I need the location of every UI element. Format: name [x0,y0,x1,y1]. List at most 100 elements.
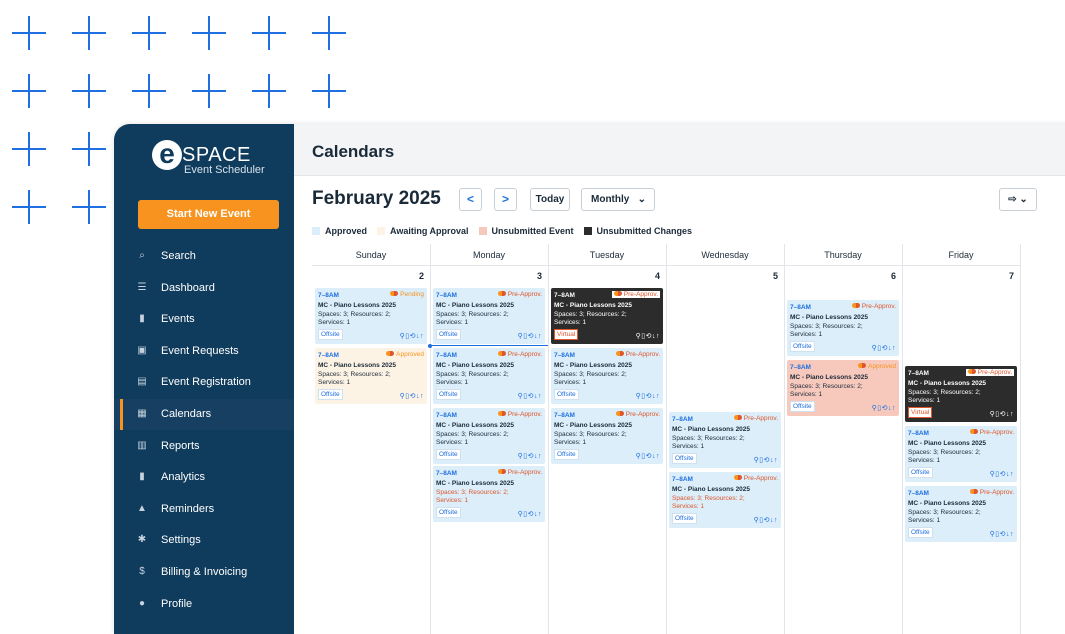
event-card[interactable]: 7–8AM Pre-Approv. MC - Piano Lessons 2025 S… [905,366,1017,422]
event-status: Pre-Approv. [497,291,542,298]
event-card[interactable]: 7–8AM Approved MC - Piano Lessons 2025 Spac… [315,348,427,404]
event-time: 7–8AM [672,416,693,423]
event-card[interactable]: 7–8AM Pre-Approv. MC - Piano Lessons 2025 S… [551,408,663,464]
event-name: MC - Piano Lessons 2025 [318,362,397,369]
event-card[interactable]: 7–8AM Pre-Approv. MC - Piano Lessons 2025 S… [551,288,663,344]
sidebar-item-event-requests[interactable]: ▣ Event Requests [114,336,294,367]
start-new-event-button[interactable]: Start New Event [138,200,279,229]
prev-month-button[interactable]: < [459,188,482,211]
event-card[interactable]: 7–8AM Pre-Approv. MC - Piano Lessons 2025 S… [433,408,545,464]
sidebar-item-reminders[interactable]: ▲ Reminders [114,494,294,525]
date-number[interactable]: 5 [772,271,778,281]
event-details: Spaces: 3; Resources: 2; Services: 1 [908,449,981,464]
sidebar-item-search[interactable]: ⌕ Search [114,241,294,272]
status-dots-icon [967,369,976,374]
event-status-label: Pre-Approv. [979,429,1014,436]
user-icon: ● [138,597,146,609]
event-card[interactable]: 7–8AM Pre-Approv. MC - Piano Lessons 2025 S… [433,466,545,522]
event-status: Pre-Approv. [497,411,542,418]
export-icon: ⇨ [1008,194,1017,205]
chevron-down-icon[interactable]: ⌄ [428,192,439,206]
event-action-icons[interactable]: ⚲▯⟲↓↑ [989,531,1014,538]
event-action-icons[interactable]: ⚲▯⟲↓↑ [399,393,424,400]
sidebar-item-calendars[interactable]: ▦ Calendars [114,399,294,430]
event-card[interactable]: 7–8AM Pre-Approv. MC - Piano Lessons 2025 S… [905,426,1017,482]
export-button[interactable]: ⇨ ⌄ [999,188,1037,211]
status-dots-icon [386,351,395,356]
event-action-icons[interactable]: ⚲▯⟲↓↑ [517,453,542,460]
sidebar-item-dashboard[interactable]: ☰ Dashboard [114,273,294,304]
event-card[interactable]: 7–8AM Pre-Approv. MC - Piano Lessons 2025 S… [669,412,781,468]
column-divider [548,244,549,634]
date-number[interactable]: 2 [418,271,424,281]
event-action-icons[interactable]: ⚲▯⟲↓↑ [517,333,542,340]
plus-icon [72,132,106,166]
sidebar-item-events[interactable]: ▮ Events [114,304,294,335]
event-action-icons[interactable]: ⚲▯⟲↓↑ [517,511,542,518]
sidebar-item-billing-invoicing[interactable]: $ Billing & Invoicing [114,557,294,588]
event-card[interactable]: 7–8AM Pending MC - Piano Lessons 2025 Space… [315,288,427,344]
sidebar-item-reports[interactable]: ▥ Reports [114,431,294,462]
event-action-icons[interactable]: ⚲▯⟲↓↑ [635,333,660,340]
event-name: MC - Piano Lessons 2025 [672,426,751,433]
event-action-icons[interactable]: ⚲▯⟲↓↑ [635,453,660,460]
event-status-label: Pending [400,291,424,298]
event-name: MC - Piano Lessons 2025 [436,302,515,309]
month-title[interactable]: February 2025 [312,188,441,209]
next-month-button[interactable]: > [494,188,517,211]
status-dots-icon [733,475,742,480]
event-status-label: Pre-Approv. [507,411,542,418]
event-location-badge: Offsite [908,527,933,538]
sidebar-item-event-registration[interactable]: ▤ Event Registration [114,367,294,398]
event-status: Pre-Approv. [969,429,1014,436]
event-card[interactable]: 7–8AM Pre-Approv. MC - Piano Lessons 2025 S… [433,348,545,404]
event-name: MC - Piano Lessons 2025 [436,480,515,487]
sidebar-item-settings[interactable]: ✱ Settings [114,525,294,556]
event-action-icons[interactable]: ⚲▯⟲↓↑ [753,517,778,524]
plus-icon [72,74,106,108]
event-action-icons[interactable]: ⚲▯⟲↓↑ [989,471,1014,478]
status-dots-icon [969,429,978,434]
event-action-icons[interactable]: ⚲▯⟲↓↑ [871,405,896,412]
date-number[interactable]: 7 [1008,271,1014,281]
event-card[interactable]: 7–8AM Pre-Approv. MC - Piano Lessons 2025 S… [551,348,663,404]
event-details: Spaces: 3; Resources: 2; Services: 1 [554,371,627,386]
event-time: 7–8AM [790,304,811,311]
column-divider [784,244,785,634]
event-action-icons[interactable]: ⚲▯⟲↓↑ [517,393,542,400]
event-card[interactable]: 7–8AM Pre-Approv. MC - Piano Lessons 2025 S… [669,472,781,528]
event-action-icons[interactable]: ⚲▯⟲↓↑ [635,393,660,400]
event-card[interactable]: 7–8AM Pre-Approv. MC - Piano Lessons 2025 S… [787,300,899,356]
current-time-dot [428,344,432,348]
event-name: MC - Piano Lessons 2025 [908,380,987,387]
day-header-thursday: Thursday [784,244,902,266]
event-status: Approved [858,363,896,370]
event-card[interactable]: 7–8AM Pre-Approv. MC - Piano Lessons 2025 S… [905,486,1017,542]
event-time: 7–8AM [318,292,339,299]
event-details: Spaces: 3; Resources: 2; Services: 1 [436,311,509,326]
sidebar-item-label: Dashboard [161,281,215,294]
event-action-icons[interactable]: ⚲▯⟲↓↑ [989,411,1014,418]
event-card[interactable]: 7–8AM Approved MC - Piano Lessons 2025 Spac… [787,360,899,416]
date-number[interactable]: 6 [890,271,896,281]
legend-item: Unsubmitted Changes [583,226,692,236]
today-button[interactable]: Today [530,188,570,211]
event-card[interactable]: 7–8AM Pre-Approv. MC - Piano Lessons 2025 S… [433,288,545,344]
event-time: 7–8AM [908,430,929,437]
event-action-icons[interactable]: ⚲▯⟲↓↑ [871,345,896,352]
date-number[interactable]: 4 [654,271,660,281]
event-status-label: Approved [396,351,424,358]
legend-swatch [312,227,320,235]
date-number[interactable]: 3 [536,271,542,281]
sidebar-item-profile[interactable]: ● Profile [114,589,294,620]
event-location-badge: Offsite [790,401,815,412]
event-action-icons[interactable]: ⚲▯⟲↓↑ [753,457,778,464]
analytics-icon: ▮ [139,471,145,483]
event-action-icons[interactable]: ⚲▯⟲↓↑ [399,333,424,340]
view-select[interactable]: Monthly ⌄ [581,188,655,211]
event-location-badge: Offsite [436,449,461,460]
sidebar-item-analytics[interactable]: ▮ Analytics [114,462,294,493]
event-status-label: Approved [868,363,896,370]
plus-icon [12,16,46,50]
espace-logo[interactable]: e SPACE Event Scheduler [152,138,272,178]
